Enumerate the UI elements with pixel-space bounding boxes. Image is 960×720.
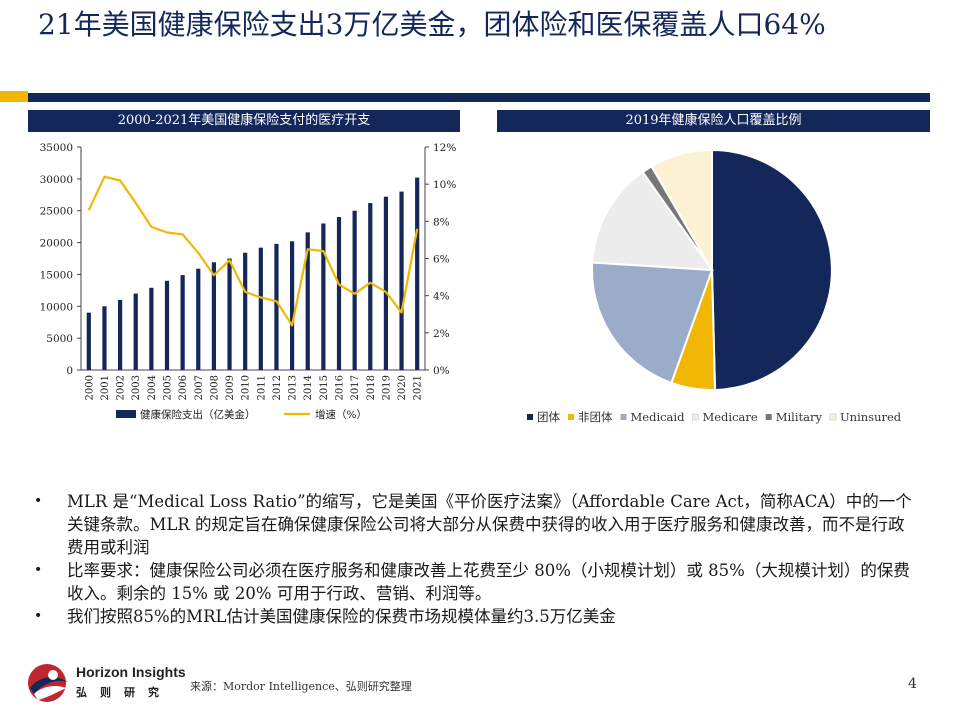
y-left-tick-label: 25000 <box>40 206 73 218</box>
pie-legend-label: Medicare <box>702 410 757 424</box>
title-divider-bar <box>28 93 930 102</box>
x-tick-label: 2021 <box>413 375 424 400</box>
page-title: 21年美国健康保险支出3万亿美金，团体险和医保覆盖人口64% <box>38 8 826 41</box>
x-tick-label: 2008 <box>209 375 220 400</box>
pie-legend-label: 团体 <box>537 410 560 424</box>
bar-2013 <box>289 241 295 370</box>
bar-2015 <box>321 223 326 370</box>
bar-2004 <box>149 287 154 370</box>
y-left-tick-label: 10000 <box>40 301 73 313</box>
y-left-tick-label: 5000 <box>46 333 73 345</box>
y-right-tick-label: 10% <box>433 179 456 191</box>
y-right-tick-label: 4% <box>433 291 450 303</box>
x-tick-label: 2011 <box>256 375 267 400</box>
x-tick-label: 2019 <box>381 375 392 400</box>
bar-2003 <box>133 293 138 370</box>
x-tick-label: 2010 <box>241 375 252 400</box>
x-tick-label: 2005 <box>163 375 174 400</box>
x-tick-label: 2001 <box>100 375 111 400</box>
pie-legend-label: 非团体 <box>578 410 613 424</box>
bar-2012 <box>274 243 279 370</box>
pie-legend-swatch <box>527 414 533 420</box>
bullet-item: 比率要求：健康保险公司必须在医疗服务和健康改善上花费至少 80%（小规模计划）或… <box>34 559 914 605</box>
bar-2017 <box>352 210 357 370</box>
brand-name-cn: 弘则研究 <box>76 686 172 699</box>
bar-2014 <box>305 232 310 370</box>
y-right-tick-label: 0% <box>433 365 450 377</box>
bullet-list: MLR 是“Medical Loss Ratio”的缩写，它是美国《平价医疗法案… <box>34 490 914 628</box>
bar-2002 <box>117 299 123 370</box>
x-tick-label: 2002 <box>116 375 127 400</box>
x-tick-label: 2014 <box>303 375 314 400</box>
bar-2020 <box>399 191 404 370</box>
bar-2011 <box>258 247 263 370</box>
y-left-tick-label: 35000 <box>40 142 73 154</box>
bar-2007 <box>196 268 201 370</box>
title-accent-bar <box>0 91 28 102</box>
pie-legend-label: Medicaid <box>631 410 686 424</box>
bar-2000 <box>86 312 91 370</box>
x-tick-label: 2006 <box>178 375 189 400</box>
pie-slice-uninsured <box>650 148 713 274</box>
bar-2010 <box>243 252 248 370</box>
x-tick-label: 2012 <box>272 375 283 400</box>
x-tick-label: 2009 <box>225 375 236 400</box>
x-tick-label: 2018 <box>366 375 377 400</box>
brand-name-en: Horizon Insights <box>76 664 186 680</box>
bar-2016 <box>336 217 342 370</box>
x-tick-label: 2007 <box>194 375 205 400</box>
legend-label-bars: 健康保险支出（亿美金） <box>140 408 256 421</box>
y-right-tick-label: 6% <box>433 254 450 266</box>
pie-chart: 团体 非团体 Medicaid Medicare Military Uninsured <box>527 148 902 424</box>
y-left-tick-label: 30000 <box>40 174 73 186</box>
x-tick-label: 2004 <box>147 375 158 400</box>
pie-legend-swatch <box>620 414 627 420</box>
pie-legend-label: Uninsured <box>840 410 902 424</box>
bar-2019 <box>383 196 389 370</box>
pie-legend-swatch <box>829 413 837 421</box>
pie-slice-团体 <box>711 148 833 391</box>
legend-label-line: 增速（%） <box>315 408 367 421</box>
x-tick-label: 2020 <box>397 375 408 400</box>
x-tick-label: 2016 <box>335 375 346 400</box>
x-tick-label: 2017 <box>350 375 361 400</box>
y-left-tick-label: 20000 <box>40 238 73 250</box>
y-right-tick-label: 8% <box>433 216 450 228</box>
bar-2018 <box>368 203 373 370</box>
pie-legend-swatch <box>765 414 772 420</box>
bar-2005 <box>164 280 170 370</box>
legend-swatch-bars <box>116 410 136 418</box>
y-left-tick-label: 0 <box>66 365 73 377</box>
bar-2001 <box>102 306 107 370</box>
pie-chart-heading: 2019年健康保险人口覆盖比例 <box>497 110 930 132</box>
pie-slice-medicaid <box>591 261 714 385</box>
source-note: 来源：Mordor Intelligence、弘则研究整理 <box>190 680 412 693</box>
pie-slice-medicare <box>591 170 715 272</box>
bar-2009 <box>227 258 232 370</box>
horizon-logo-icon <box>28 664 68 702</box>
y-right-tick-label: 12% <box>433 142 456 154</box>
x-tick-label: 2003 <box>131 375 142 400</box>
y-left-tick-label: 15000 <box>40 269 73 281</box>
bar-chart-heading: 2000-2021年美国健康保险支付的医疗开支 <box>28 110 460 132</box>
x-tick-label: 2015 <box>319 375 330 400</box>
pie-legend-swatch <box>691 413 699 421</box>
x-tick-label: 2000 <box>84 375 95 400</box>
bullet-item: MLR 是“Medical Loss Ratio”的缩写，它是美国《平价医疗法案… <box>34 490 914 559</box>
pie-legend-swatch <box>568 414 574 420</box>
y-right-tick-label: 2% <box>433 328 450 340</box>
bar-2021 <box>415 177 420 370</box>
bar-2008 <box>211 262 217 370</box>
pie-legend-label: Military <box>776 410 823 424</box>
bar-2006 <box>180 275 185 370</box>
combo-chart: 0 5000 10000 15000 20000 25000 30000 35000 0% 2% 4… <box>40 142 457 421</box>
x-tick-label: 2013 <box>288 375 299 400</box>
page-number: 4 <box>908 676 917 692</box>
growth-rate-line <box>87 175 419 327</box>
bullet-item: 我们按照85%的MRL估计美国健康保险的保费市场规模体量约3.5万亿美金 <box>34 605 914 628</box>
